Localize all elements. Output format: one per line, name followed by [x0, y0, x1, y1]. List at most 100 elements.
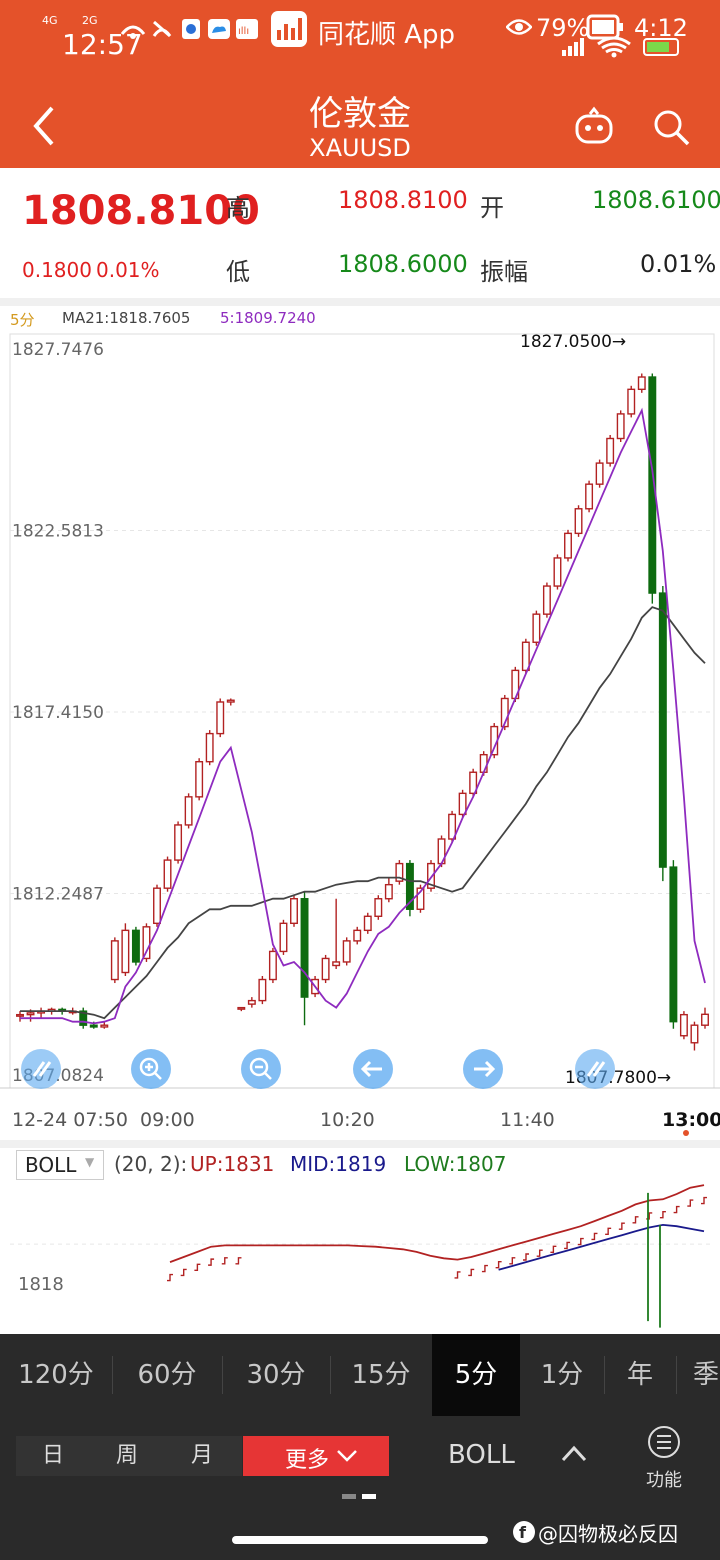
candle	[184, 793, 193, 829]
chevron-up-icon[interactable]	[560, 1442, 588, 1466]
boll-low: LOW:1807	[404, 1152, 507, 1176]
candle	[110, 937, 119, 984]
candle	[226, 698, 235, 706]
boll-candle	[509, 1257, 516, 1265]
candle	[648, 373, 657, 604]
candle	[384, 877, 393, 903]
indicator-boll-label[interactable]: BOLL	[448, 1440, 515, 1470]
period-tab[interactable]: 30分	[246, 1360, 306, 1390]
boll-candle	[454, 1271, 461, 1279]
x-tick-label: 13:00	[662, 1109, 720, 1131]
boll-tick: 1818	[18, 1274, 64, 1295]
zoom-out-icon[interactable]	[240, 1048, 282, 1090]
candle	[574, 505, 583, 537]
boll-candle	[577, 1237, 584, 1246]
candle	[142, 923, 151, 962]
x-tick-label: 11:40	[500, 1109, 555, 1131]
period-tab[interactable]: 120分	[18, 1360, 94, 1390]
period-bar: 120分 60分 30分 15分 5分 1分 年 季	[0, 1334, 720, 1416]
more-label: 更多	[285, 1448, 330, 1473]
candle	[658, 586, 667, 882]
ma21-value: MA21:1818.7605	[62, 309, 191, 327]
scroll-right-icon[interactable]	[462, 1048, 504, 1090]
status-icons: ıllı	[120, 19, 258, 39]
divider	[0, 298, 720, 306]
app-name: 同花顺 App	[318, 20, 456, 50]
battery-icon	[586, 14, 623, 40]
boll-candle	[659, 1210, 666, 1219]
candle	[353, 926, 362, 945]
page-title: 伦敦金	[309, 94, 411, 134]
current-marker	[683, 1130, 689, 1136]
function-menu-icon[interactable]	[646, 1424, 682, 1460]
candle	[690, 1021, 699, 1051]
candle	[427, 860, 435, 892]
period-separator	[222, 1356, 223, 1394]
candle	[100, 1021, 109, 1029]
home-indicator[interactable]	[232, 1536, 488, 1544]
boll-params: (20, 2):	[114, 1152, 188, 1176]
pan-right-end-icon[interactable]	[574, 1048, 616, 1090]
candle	[205, 730, 214, 766]
period-separator	[330, 1356, 331, 1394]
period-tab[interactable]: 15分	[351, 1360, 411, 1390]
period-tab[interactable]: 1分	[540, 1360, 584, 1390]
candle	[627, 385, 636, 418]
candle	[174, 821, 183, 864]
boll-candle	[495, 1261, 502, 1269]
boll-candle	[701, 1196, 707, 1205]
search-icon[interactable]	[652, 108, 692, 148]
period-tab[interactable]: 60分	[137, 1360, 197, 1390]
svg-text:f: f	[519, 1523, 527, 1542]
boll-selector[interactable]: BOLL ▼	[16, 1150, 104, 1180]
candle	[195, 758, 204, 801]
x-tick-label: 10:20	[320, 1109, 375, 1131]
divider	[0, 1140, 720, 1148]
candle	[564, 529, 572, 562]
period-tab[interactable]: 季	[692, 1360, 719, 1390]
candlestick-chart[interactable]: 1827.74761822.58131817.41501812.24871807…	[0, 330, 720, 1140]
tab-day[interactable]: 日	[41, 1443, 64, 1468]
max-price-label: 1827.0500→	[520, 332, 626, 352]
amplitude-label: 振幅	[480, 258, 528, 286]
candle	[669, 860, 678, 1029]
ma5-value: 5:1809.7240	[220, 309, 316, 327]
more-button[interactable]: 更多	[243, 1436, 389, 1476]
quote-panel: 1808.8100 0.1800 0.01% 高 1808.8100 开 180…	[0, 168, 720, 298]
x-tick-label: 12-24 07:50	[12, 1109, 128, 1131]
candle	[606, 434, 615, 467]
pan-left-end-icon[interactable]	[20, 1048, 62, 1090]
battery-percent: 79%	[536, 14, 590, 42]
candle	[701, 1007, 709, 1029]
boll-chart	[10, 1184, 714, 1328]
boll-down-candles	[647, 1192, 661, 1328]
svg-text:ıllı: ıllı	[238, 26, 249, 37]
candle	[395, 860, 404, 885]
tab-week[interactable]: 周	[115, 1443, 138, 1468]
app-logo-icon	[271, 11, 307, 47]
y-tick-label: 1827.7476	[12, 340, 104, 360]
candle	[585, 480, 594, 513]
last-price: 1808.8100	[22, 188, 260, 234]
signal-wifi-icons	[562, 36, 679, 58]
candle	[300, 891, 309, 1026]
back-arrow-icon[interactable]	[30, 104, 58, 148]
period-tab[interactable]: 5分	[432, 1334, 520, 1416]
candle	[469, 768, 478, 797]
scroll-left-icon[interactable]	[352, 1048, 394, 1090]
top-bar: 12:57 4G 2G ıllı 同花顺 App 79% 4:12 伦敦金 XA…	[0, 0, 720, 168]
status-right-time: 4:12	[634, 14, 688, 42]
boll-candle	[550, 1245, 557, 1253]
boll-candle	[618, 1222, 625, 1230]
open-label: 开	[480, 194, 504, 222]
boll-candle	[673, 1205, 680, 1214]
zoom-in-icon[interactable]	[130, 1048, 172, 1090]
period-separator	[604, 1356, 605, 1394]
period-separator	[676, 1356, 677, 1394]
weibo-logo-icon: f	[513, 1521, 535, 1543]
tab-month[interactable]: 月	[190, 1443, 213, 1468]
candle	[258, 976, 267, 1005]
robot-assistant-icon[interactable]	[572, 106, 616, 146]
network-4g-label: 4G	[42, 14, 58, 27]
period-tab[interactable]: 年	[626, 1360, 653, 1390]
